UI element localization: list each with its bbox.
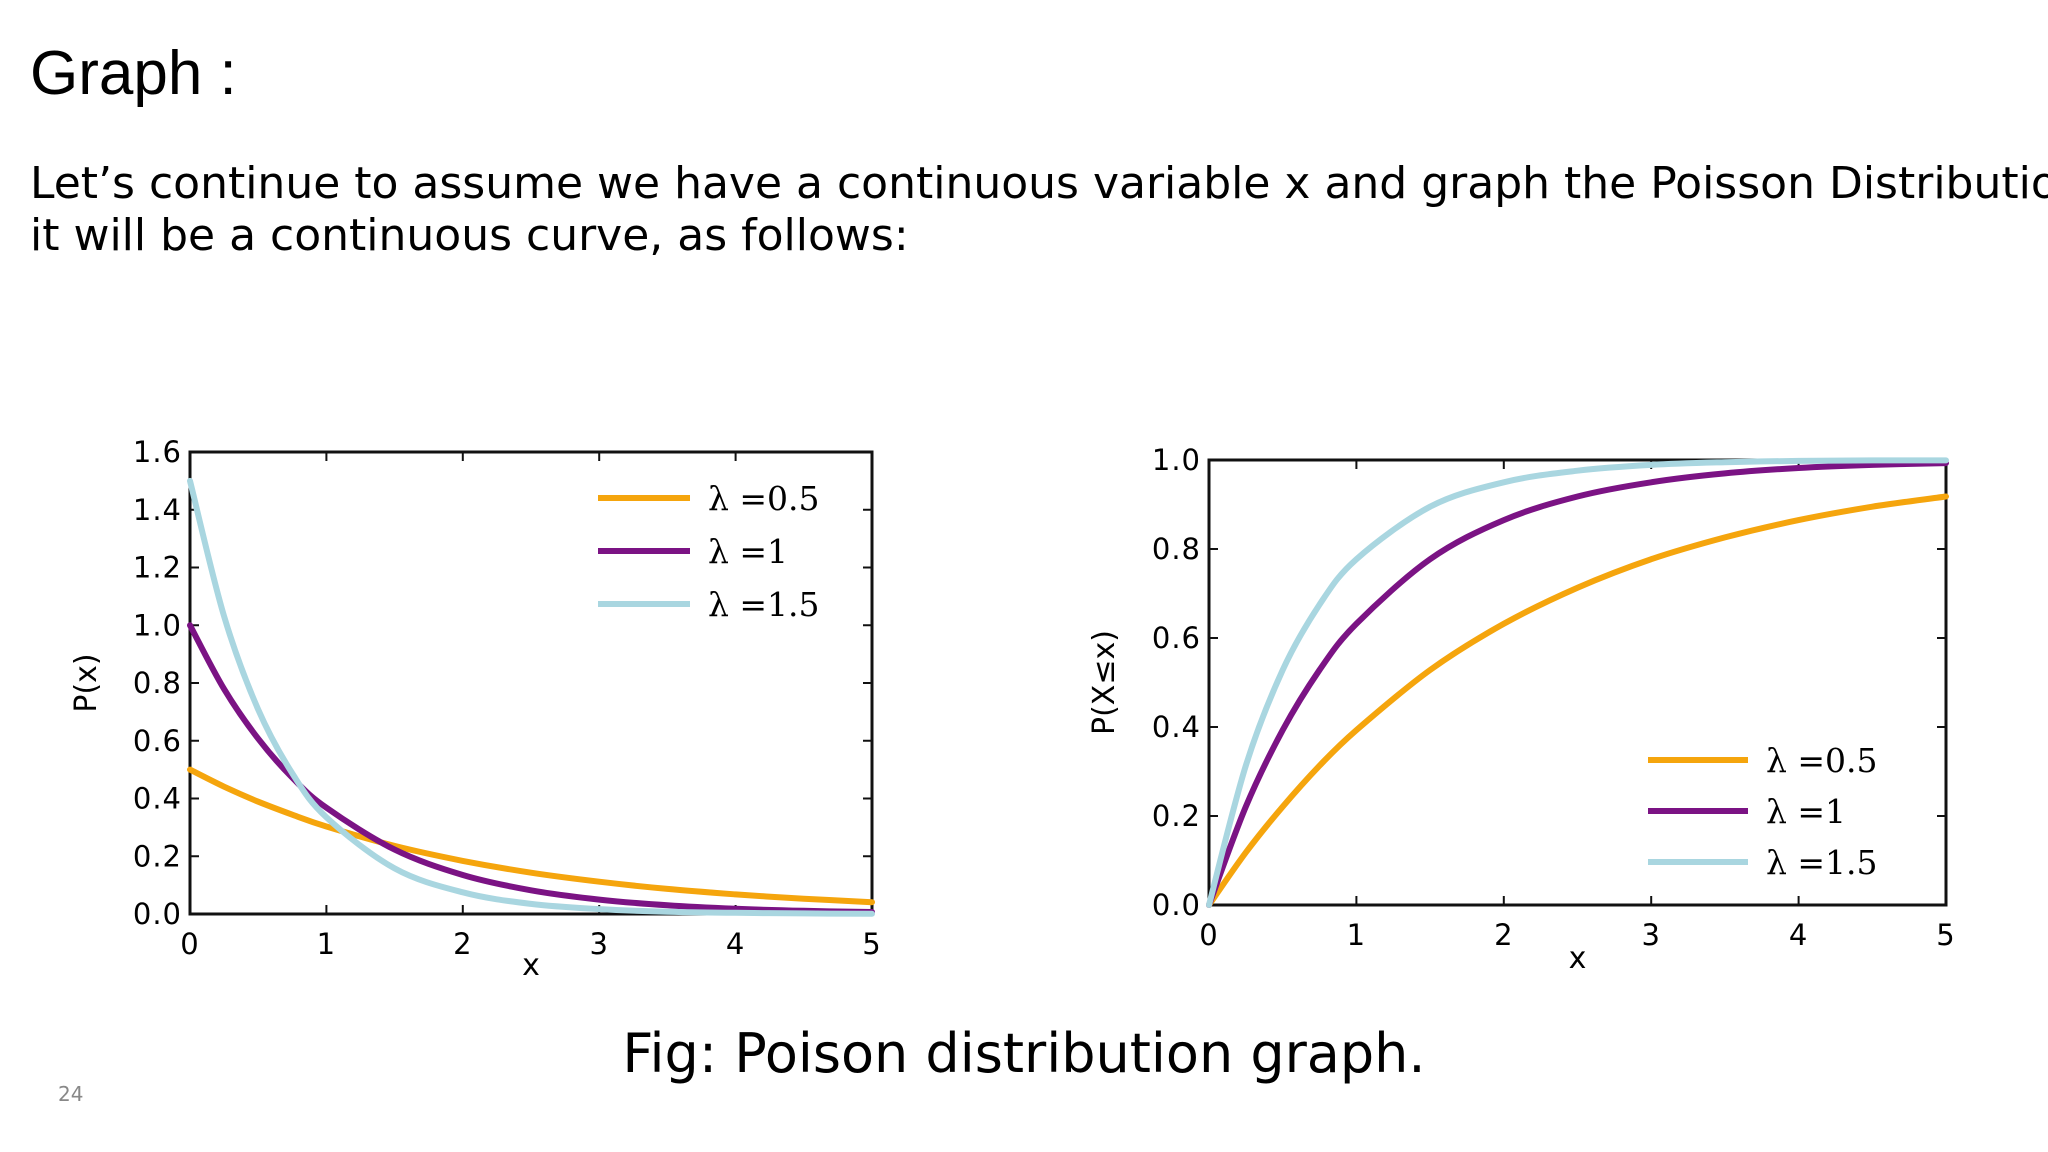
y-tick-label: 0.6	[133, 724, 182, 758]
legend: λ =0.5 λ =1 λ =1.5	[1648, 741, 1878, 882]
y-tick-label: 1.0	[1152, 443, 1201, 477]
cdf-chart: 0 1 2 3 4 50.00.20.40.60.81.0xP(X≤x)λ =0.5λ =…	[1087, 443, 1955, 976]
y-tick-label: 1.0	[133, 608, 182, 642]
series-line-1	[1206, 493, 1949, 908]
y-tick-label: 0.8	[133, 666, 182, 700]
y-tick-label: 1.4	[133, 493, 182, 527]
x-tick-label: 0	[180, 927, 199, 961]
body-line-2: it will be a continuous curve, as follow…	[30, 210, 909, 261]
y-tick-label: 1.6	[133, 435, 182, 469]
series-line-1	[187, 766, 875, 906]
legend-label-2: λ =1	[708, 532, 788, 571]
plot-frame	[188, 450, 874, 916]
x-tick-label: 1	[317, 927, 336, 961]
legend-label-2: λ =1	[1766, 792, 1846, 831]
pdf-chart: 0 1 2 3 4 5 0.0 0.2 0.4 0.6 0.8 1.0 1.2 1.4 1.6 x P(x) λ …	[69, 435, 881, 983]
slide-title: Graph :	[30, 39, 237, 108]
y-tick-label: 0.4	[133, 782, 182, 816]
x-axis-label: x	[1569, 941, 1587, 976]
y-tick-label: 0.4	[1152, 710, 1201, 744]
x-axis-label: x	[522, 948, 540, 983]
figure-caption: Fig: Poison distribution graph.	[622, 1022, 1426, 1085]
y-tick-label: 0.6	[1152, 621, 1201, 655]
legend-label-1: λ =0.5	[708, 479, 820, 518]
y-axis-label: P(X≤x)	[1087, 630, 1122, 735]
slide-body-text: Let’s continue to assume we have a conti…	[30, 158, 2048, 262]
y-tick-label: 1.2	[133, 551, 182, 585]
series-line-2	[1206, 460, 1949, 908]
x-tick-label: 5	[862, 927, 881, 961]
series-line-3	[187, 477, 875, 917]
legend-label-3: λ =1.5	[708, 585, 820, 624]
x-tick-label: 2	[453, 927, 472, 961]
y-tick-label: 0.2	[1152, 799, 1201, 833]
x-tick-label: 5	[1936, 918, 1955, 952]
y-axis-label: P(x)	[69, 653, 104, 712]
series-line-3	[1206, 457, 1949, 908]
y-tick-label: 0.2	[133, 839, 182, 873]
y-tick-label: 0.0	[1152, 888, 1201, 922]
y-tick-label: 0.0	[133, 897, 182, 931]
body-line-1: Let’s continue to assume we have a conti…	[30, 158, 2048, 209]
page-number: 24	[58, 1082, 84, 1106]
legend: λ =0.5 λ =1 λ =1.5	[598, 479, 820, 624]
x-tick-label: 4	[726, 927, 745, 961]
x-tick-label: 4	[1789, 918, 1808, 952]
y-tick-label: 0.8	[1152, 532, 1201, 566]
legend-label-3: λ =1.5	[1766, 843, 1878, 882]
x-tick-label: 1	[1347, 918, 1366, 952]
legend-label-1: λ =0.5	[1766, 741, 1878, 780]
x-tick-label: 3	[589, 927, 608, 961]
x-tick-label: 0	[1199, 918, 1218, 952]
plot-frame	[1207, 458, 1948, 907]
x-tick-label: 2	[1494, 918, 1513, 952]
x-tick-label: 3	[1641, 918, 1660, 952]
series-line-2	[187, 622, 875, 915]
